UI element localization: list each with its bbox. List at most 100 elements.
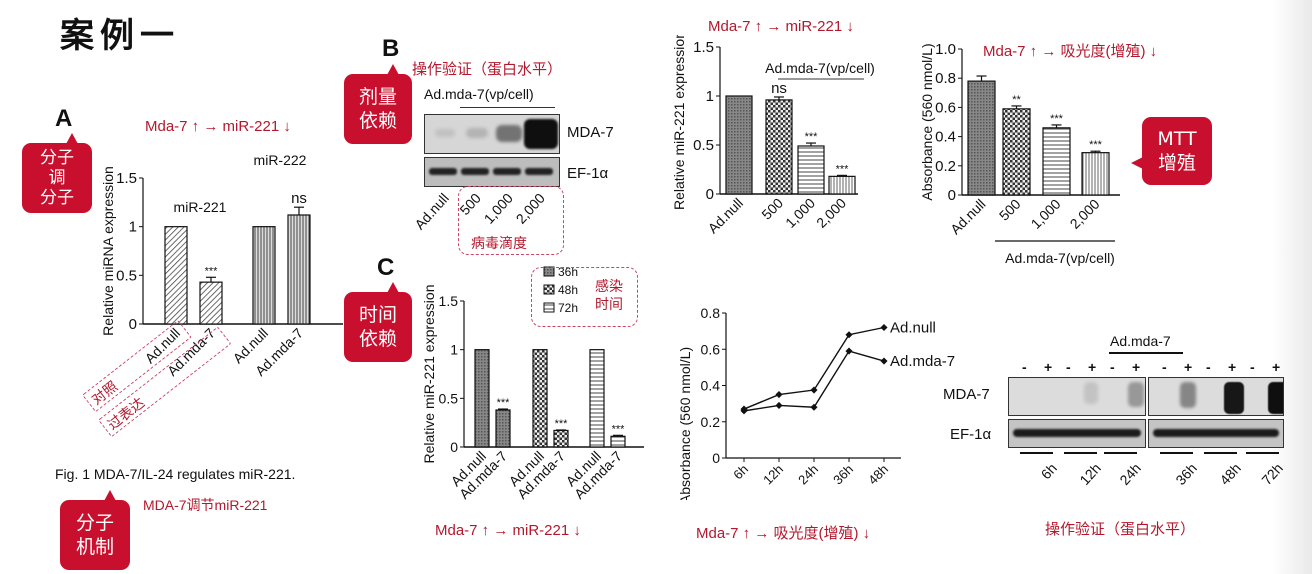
data-point (775, 401, 783, 409)
wb-band (1268, 382, 1283, 414)
bar (1002, 108, 1031, 196)
annotation-mtt-top: Mda-7 ↑ → 吸光度(增殖) ↓ (983, 43, 1158, 60)
wb-time-label: 24h (1116, 460, 1144, 489)
wb-time-label: 48h (1216, 460, 1244, 489)
x-tick-label: 1,000 (1028, 196, 1064, 232)
wb-time-mda7-blot-left (1008, 377, 1146, 416)
y-tick-label: 1.5 (116, 170, 137, 187)
y-tick-label: 0.8 (701, 305, 721, 321)
callout-tip (387, 282, 399, 293)
series-label: Ad.mda-7 (890, 353, 955, 370)
group-label: miR-222 (254, 152, 307, 168)
callout-tip (387, 64, 399, 75)
bar (610, 435, 626, 448)
wb-sign-label: - (1162, 359, 1167, 375)
bar (474, 349, 490, 448)
y-tick-label: 0.5 (116, 267, 137, 284)
y-tick-label: 0.4 (935, 129, 956, 146)
bar (199, 281, 223, 325)
x-tick-label: 500 (996, 196, 1024, 224)
bar (287, 214, 311, 325)
wb-band (1224, 382, 1244, 414)
data-point (810, 403, 818, 411)
y-tick-label: 0.5 (693, 137, 714, 154)
y-tick-label: 0 (712, 450, 720, 466)
y-tick-label: 0 (706, 186, 714, 203)
wb-time-ef1a-blot-right (1148, 419, 1284, 448)
callout-time-dependent: 时间 依赖 (344, 282, 412, 362)
legend-label: 48h (558, 283, 578, 297)
wb-sign-label: - (1206, 359, 1211, 375)
series-line (743, 326, 885, 410)
wb-band (1013, 429, 1141, 437)
y-tick-label: 1.5 (693, 39, 714, 56)
callout-molecular-mechanism: 分子 机制 (60, 490, 130, 570)
x-tick-label: 1,000 (782, 195, 818, 231)
wb-lane-label: Ad.null (411, 190, 452, 233)
wb-time-bracket (1204, 452, 1237, 454)
significance-label: ** (1012, 94, 1021, 106)
significance-label: *** (836, 163, 850, 175)
y-axis-label: Absorbance (560 nmol/L) (920, 43, 935, 200)
bar (589, 349, 605, 448)
data-point (845, 347, 853, 355)
annotation-wb2-bottom: 操作验证（蛋白水平） (1045, 521, 1196, 538)
y-tick-label: 1 (450, 342, 458, 358)
y-tick-label: 0.6 (935, 99, 956, 116)
significance-label: *** (205, 265, 219, 277)
x-tick-label: 36h (830, 462, 856, 488)
y-tick-label: 0.5 (439, 390, 459, 406)
wb-b-row-label: MDA-7 (567, 124, 614, 141)
bar (765, 99, 793, 195)
wb-time-bracket (1160, 452, 1193, 454)
data-point (880, 357, 888, 365)
wb-b-row-label: EF-1α (567, 165, 609, 182)
wb-band (524, 119, 558, 149)
data-point (845, 331, 853, 339)
panel-label-a: A (55, 105, 73, 132)
wb-sign-label: - (1250, 359, 1255, 375)
wb-band (1128, 382, 1144, 407)
annotation-a-top: Mda-7 ↑ → miR-221 ↓ (145, 118, 291, 135)
group-label: miR-221 (174, 199, 227, 215)
significance-label: *** (1050, 113, 1064, 125)
virus-titer-box: 病毒滴度 (458, 186, 564, 255)
bar (1081, 152, 1110, 196)
x-tick-label: 48h (865, 462, 891, 488)
wb-sign-label: + (1044, 359, 1053, 375)
legend-label: 72h (558, 301, 578, 315)
y-tick-label: 0.8 (935, 70, 956, 87)
x-tick-label: 12h (760, 462, 786, 488)
wb-sign-label: + (1272, 359, 1281, 375)
significance-label: *** (612, 423, 626, 435)
wb-sign-label: + (1088, 359, 1097, 375)
chart-growth-line: 0 0.2 0.4 0.6 0.8 Absorbance (560 nmol/L) 6h 12… (677, 305, 955, 500)
wb-b-header-line (460, 107, 555, 108)
bar (495, 409, 511, 448)
bar (828, 175, 856, 195)
y-tick-label: 1 (706, 88, 714, 105)
wb-time-label: 36h (1172, 460, 1200, 489)
significance-label: *** (555, 418, 569, 430)
bar (967, 80, 996, 196)
wb-band (461, 168, 489, 175)
significance-label: *** (1089, 139, 1103, 151)
y-axis-label: Relative miR-221 expression (421, 285, 437, 464)
slide-title: 案例一 (60, 16, 180, 56)
group-label: Ad.mda-7(vp/cell) (765, 60, 875, 76)
significance-label: *** (805, 131, 819, 143)
x-tick-label: 24h (795, 462, 821, 488)
y-tick-label: 1.5 (439, 293, 459, 309)
data-point (740, 407, 748, 415)
bar (725, 95, 753, 195)
y-axis-label: Absorbance (560 nmol/L) (677, 347, 693, 500)
y-tick-label: 0 (948, 187, 956, 204)
y-tick-label: 1 (129, 219, 137, 236)
wb-band (466, 128, 488, 139)
y-axis-label: Relative miR-221 expression (671, 35, 687, 210)
y-tick-label: 0 (129, 316, 137, 333)
data-point (775, 391, 783, 399)
y-tick-label: 0 (450, 439, 458, 455)
x-tick-label: 2,000 (813, 195, 849, 231)
